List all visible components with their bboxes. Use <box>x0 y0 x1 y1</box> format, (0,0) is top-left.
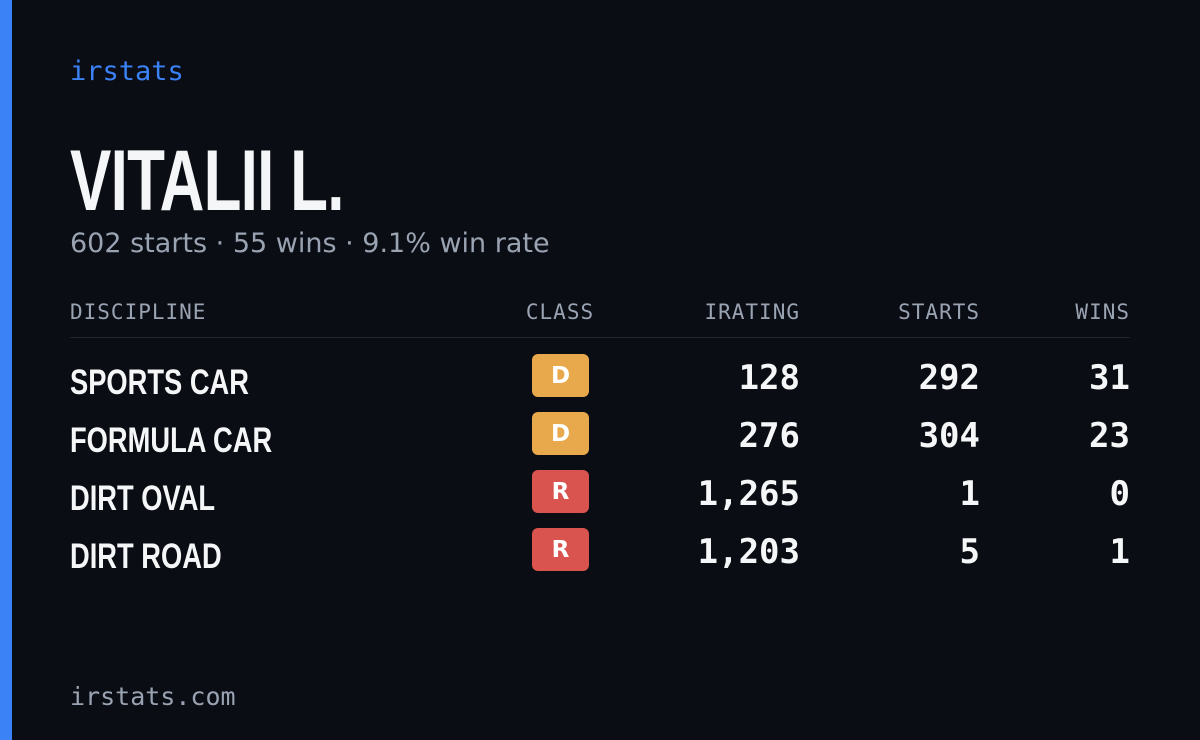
class-badge: R <box>532 528 589 571</box>
class-badge: R <box>532 470 589 513</box>
starts-value: 1 <box>959 474 980 514</box>
column-header: IRATING <box>704 300 800 324</box>
irating-value: 128 <box>738 358 800 398</box>
wins-value: 1 <box>1109 532 1130 572</box>
irating-value: 276 <box>738 416 800 456</box>
starts-value: 304 <box>918 416 980 456</box>
footer: irstats.com <box>70 682 236 711</box>
starts-value: 292 <box>918 358 980 398</box>
summary: 602 starts · 55 wins · 9.1% win rate <box>70 228 550 259</box>
discipline: DIRT OVAL <box>70 479 216 518</box>
wins-value: 31 <box>1089 358 1130 398</box>
discipline: FORMULA CAR <box>70 421 273 460</box>
discipline: DIRT ROAD <box>70 537 222 576</box>
wins-value: 0 <box>1109 474 1130 514</box>
starts-value: 5 <box>959 532 980 572</box>
class-badge: D <box>532 412 589 455</box>
brand: irstats <box>70 56 184 87</box>
class-badge: D <box>532 354 589 397</box>
column-header: DISCIPLINE <box>70 300 207 324</box>
column-header: CLASS <box>525 300 595 324</box>
player-name: VITALII L. <box>70 133 344 229</box>
accent-bar <box>0 0 12 740</box>
irating-value: 1,265 <box>697 474 800 514</box>
column-header: STARTS <box>898 300 980 324</box>
column-header: WINS <box>1075 300 1130 324</box>
header-rule <box>70 337 1130 338</box>
discipline: SPORTS CAR <box>70 363 249 402</box>
irating-value: 1,203 <box>697 532 800 572</box>
wins-value: 23 <box>1089 416 1130 456</box>
